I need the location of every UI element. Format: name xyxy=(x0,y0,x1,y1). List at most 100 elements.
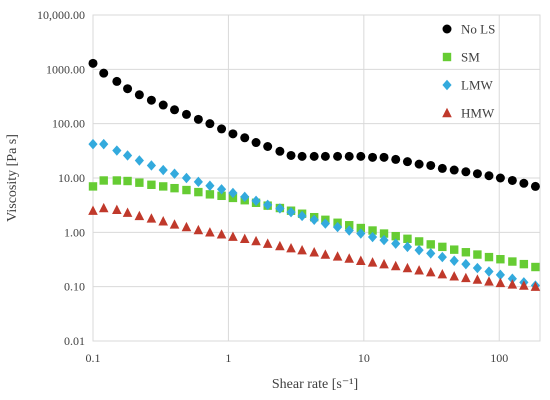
data-point xyxy=(507,273,517,284)
data-point xyxy=(344,253,355,263)
data-point xyxy=(181,221,192,232)
data-point xyxy=(320,249,331,259)
data-point xyxy=(391,231,400,241)
data-point xyxy=(159,182,168,191)
data-point xyxy=(275,146,285,156)
data-point xyxy=(297,151,307,161)
data-point xyxy=(414,159,424,169)
legend-label: HMW xyxy=(461,106,495,121)
data-point xyxy=(332,221,343,233)
data-point xyxy=(484,252,494,262)
data-point xyxy=(345,221,354,230)
data-point xyxy=(122,150,133,161)
data-point xyxy=(134,155,144,166)
data-point xyxy=(507,175,517,185)
data-point xyxy=(205,227,215,237)
data-point xyxy=(390,260,401,271)
data-point xyxy=(146,160,157,171)
data-point xyxy=(437,251,447,263)
data-point xyxy=(135,178,144,187)
series-layer xyxy=(88,58,541,291)
data-point xyxy=(98,202,109,213)
data-point xyxy=(449,165,459,175)
data-point xyxy=(414,244,424,256)
x-tick-label: 10 xyxy=(358,351,370,365)
data-point xyxy=(472,262,483,274)
data-point xyxy=(472,274,483,284)
plot-area-border xyxy=(92,14,541,342)
data-point xyxy=(356,223,366,233)
data-point xyxy=(88,182,98,191)
data-point xyxy=(379,152,389,162)
legend-marker xyxy=(442,52,452,62)
data-point xyxy=(169,168,180,179)
data-point xyxy=(425,266,436,277)
data-point xyxy=(391,154,401,164)
data-point xyxy=(414,265,424,275)
data-point xyxy=(519,178,529,188)
data-point xyxy=(239,233,250,244)
legend-item: LMW xyxy=(442,78,494,93)
data-point xyxy=(437,268,448,279)
data-point xyxy=(426,240,435,249)
data-point xyxy=(263,199,273,211)
data-point xyxy=(530,181,540,191)
data-point xyxy=(379,229,389,238)
data-point xyxy=(531,262,540,272)
x-axis-title: Shear rate [s⁻¹] xyxy=(272,377,358,392)
axes: 0.01 0.10 1.00 10.00 100.00 1000.00 10,000.00 0… xyxy=(37,8,541,365)
data-point xyxy=(356,151,366,161)
data-point xyxy=(251,195,261,207)
data-point xyxy=(461,258,471,270)
data-point xyxy=(379,234,389,246)
data-point xyxy=(449,271,460,281)
data-point xyxy=(426,160,436,170)
legend-marker xyxy=(442,24,452,34)
y-tick-label: 1000.00 xyxy=(46,62,85,76)
data-point xyxy=(147,180,156,189)
legend-marker xyxy=(442,79,452,91)
legend: No LS SM LMW HMW xyxy=(442,22,495,121)
data-point xyxy=(484,266,494,277)
data-point xyxy=(450,245,459,254)
data-point xyxy=(530,281,541,291)
data-point xyxy=(461,248,471,257)
y-tick-label: 100.00 xyxy=(52,117,85,131)
data-point xyxy=(263,141,273,151)
data-point xyxy=(205,190,215,199)
data-point xyxy=(88,58,98,68)
data-point xyxy=(228,129,238,139)
data-point xyxy=(379,258,389,269)
data-point xyxy=(216,229,227,239)
data-point xyxy=(367,257,378,267)
data-point xyxy=(123,176,132,186)
y-tick-label: 1.00 xyxy=(64,225,85,239)
data-point xyxy=(134,90,144,100)
data-point xyxy=(286,243,296,253)
data-point xyxy=(228,231,238,241)
data-point xyxy=(495,173,505,183)
data-point xyxy=(99,68,109,78)
data-point xyxy=(170,105,180,115)
x-tick-label: 0.1 xyxy=(86,351,101,365)
data-point xyxy=(367,231,378,243)
series-no-ls xyxy=(88,58,540,191)
data-point xyxy=(240,133,250,143)
legend-marker xyxy=(442,107,452,118)
data-point xyxy=(495,269,506,281)
data-point xyxy=(438,242,447,252)
y-tick-label: 0.10 xyxy=(64,280,85,294)
series-hmw xyxy=(88,202,541,291)
legend-item: HMW xyxy=(442,106,495,121)
data-point xyxy=(472,169,482,179)
data-point xyxy=(88,138,98,150)
data-point xyxy=(181,172,192,184)
data-point xyxy=(170,183,179,193)
data-point xyxy=(112,176,122,185)
data-point xyxy=(391,238,401,249)
data-point xyxy=(99,176,108,185)
data-point xyxy=(193,114,203,124)
data-point xyxy=(182,185,191,195)
data-point xyxy=(217,124,227,134)
series-lmw xyxy=(88,138,541,291)
